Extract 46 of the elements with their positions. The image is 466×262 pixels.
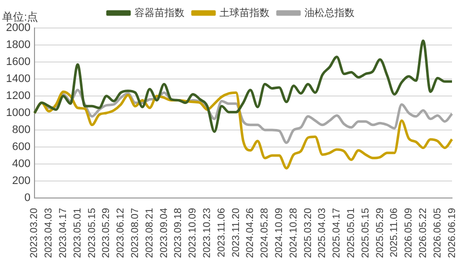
x-tick-label: 2023.08.21 <box>144 208 156 258</box>
x-tick-label: 2026.05.09 <box>404 208 415 258</box>
x-tick-label: 2023.06.12 <box>116 208 127 258</box>
y-tick-label: 600 <box>12 140 30 153</box>
y-tick-label: 1200 <box>6 90 30 102</box>
y-tick-label: 400 <box>12 158 30 170</box>
x-tick-label: 2023.10.09 <box>188 208 199 258</box>
x-tick-label: 2023.09.18 <box>173 208 184 258</box>
x-tick-label: 2023.05.29 <box>101 208 112 258</box>
x-tick-label: 2023.04.03 <box>44 208 55 258</box>
x-tick-label: 2023.03.20 <box>29 208 40 258</box>
y-tick-label: 800 <box>12 124 30 136</box>
x-tick-label: 2023.10.23 <box>202 208 213 258</box>
y-tick-label: 200 <box>12 174 30 187</box>
x-tick-label: 2024.10.09 <box>274 208 285 258</box>
x-tick-label: 2023.04.17 <box>58 208 70 258</box>
y-tick-label: 0 <box>24 192 30 204</box>
line-series <box>33 39 454 133</box>
x-tick-label: 2023.05.15 <box>86 208 98 258</box>
legend-label: 油松总指数 <box>304 6 354 19</box>
x-tick-label: 2023.11.20 <box>230 208 242 258</box>
x-tick-label: 2025.04.17 <box>332 208 343 258</box>
x-tick-label: 2023.09.04 <box>158 208 170 258</box>
legend-label: 容器苗指数 <box>134 6 184 19</box>
y-tick-label: 1800 <box>6 39 30 52</box>
x-tick-label: 2025.05.15 <box>360 208 372 258</box>
x-tick-label: 2023.11.06 <box>216 208 228 258</box>
x-tick-label: 2023.05.01 <box>72 208 84 258</box>
x-tick-label: 2025.03.20 <box>302 208 314 258</box>
legend-label: 土球苗指数 <box>220 6 270 19</box>
x-tick-label: 2026.06.19 <box>446 208 458 258</box>
y-axis-title: 单位:点 <box>2 10 38 24</box>
y-tick-label: 2000 <box>6 22 30 34</box>
x-tick-label: 2026.05.22 <box>418 208 429 258</box>
x-tick-label: 2025.05.01 <box>346 208 357 258</box>
y-tick-label: 1000 <box>6 107 30 120</box>
x-tick-label: 2024.10.28 <box>288 208 300 258</box>
y-tick-label: 1400 <box>6 73 30 86</box>
x-tick-label: 2023.08.07 <box>130 208 142 258</box>
y-tick-label: 1600 <box>6 56 30 68</box>
x-tick-label: 2024.05.28 <box>260 208 271 258</box>
x-tick-label: 2024.04.26 <box>245 208 256 258</box>
x-tick-label: 2025.05.29 <box>374 208 386 258</box>
x-tick-label: 2026.06.05 <box>432 208 444 258</box>
x-tick-label: 2025.11.06 <box>389 208 400 258</box>
x-tick-label: 2025.04.03 <box>317 208 328 258</box>
